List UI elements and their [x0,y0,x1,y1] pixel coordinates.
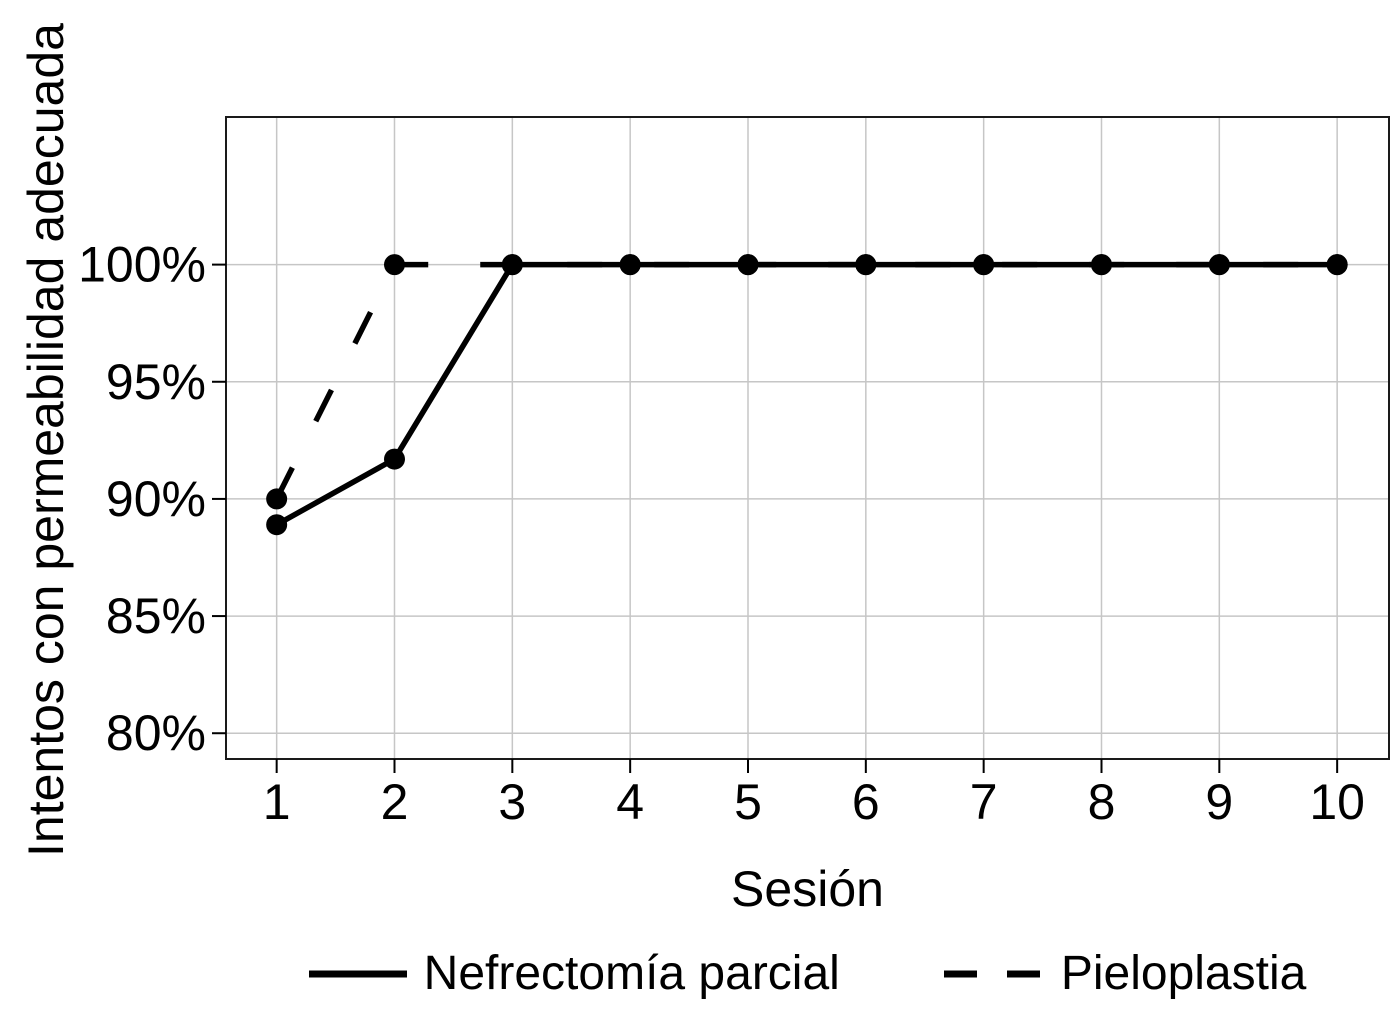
y-tick-label: 80% [106,705,206,761]
x-axis-title: Sesión [731,861,884,917]
y-tick-label: 100% [78,237,206,293]
x-tick-label: 9 [1205,774,1233,830]
x-tick-label: 6 [852,774,880,830]
y-axis-title: Intentos con permeabilidad adecuada [18,23,74,857]
data-point-pieloplastia [383,254,405,276]
data-point-nefrectomia-parcial [1326,254,1348,276]
data-point-nefrectomia-parcial [855,254,877,276]
data-point-nefrectomia-parcial [973,254,995,276]
x-tick-label: 4 [616,774,644,830]
data-point-nefrectomia-parcial [1208,254,1230,276]
legend-label-pieloplastia: Pieloplastia [1060,947,1307,1000]
x-tick-label: 5 [734,774,762,830]
data-point-nefrectomia-parcial [737,254,759,276]
x-tick-label: 8 [1088,774,1116,830]
y-tick-label: 85% [106,588,206,644]
x-tick-label: 7 [970,774,998,830]
legend-entry-pieloplastia: Pieloplastia [943,947,1307,1000]
solid-line-swatch [308,970,407,978]
y-tick-label: 90% [106,471,206,527]
panel-border [225,116,1390,760]
data-point-nefrectomia-parcial [619,254,641,276]
y-tick-label: 95% [106,354,206,410]
x-tick-label: 1 [263,774,291,830]
data-point-nefrectomia-parcial [266,514,288,536]
x-tick-label: 10 [1309,774,1365,830]
data-point-pieloplastia [266,488,288,510]
series-line-nefrectomia-parcial [275,261,1338,528]
legend-label-nefrectomia-parcial: Nefrectomía parcial [423,947,840,1000]
legend: Nefrectomía parcial Pieloplastia [226,950,1389,998]
data-point-nefrectomia-parcial [501,254,523,276]
legend-entry-nefrectomia-parcial: Nefrectomía parcial [308,947,840,1000]
dashed-line-swatch [943,970,1044,978]
x-tick-label: 2 [381,774,409,830]
data-point-nefrectomia-parcial [383,448,405,470]
x-tick-label: 3 [498,774,526,830]
data-point-nefrectomia-parcial [1090,254,1112,276]
